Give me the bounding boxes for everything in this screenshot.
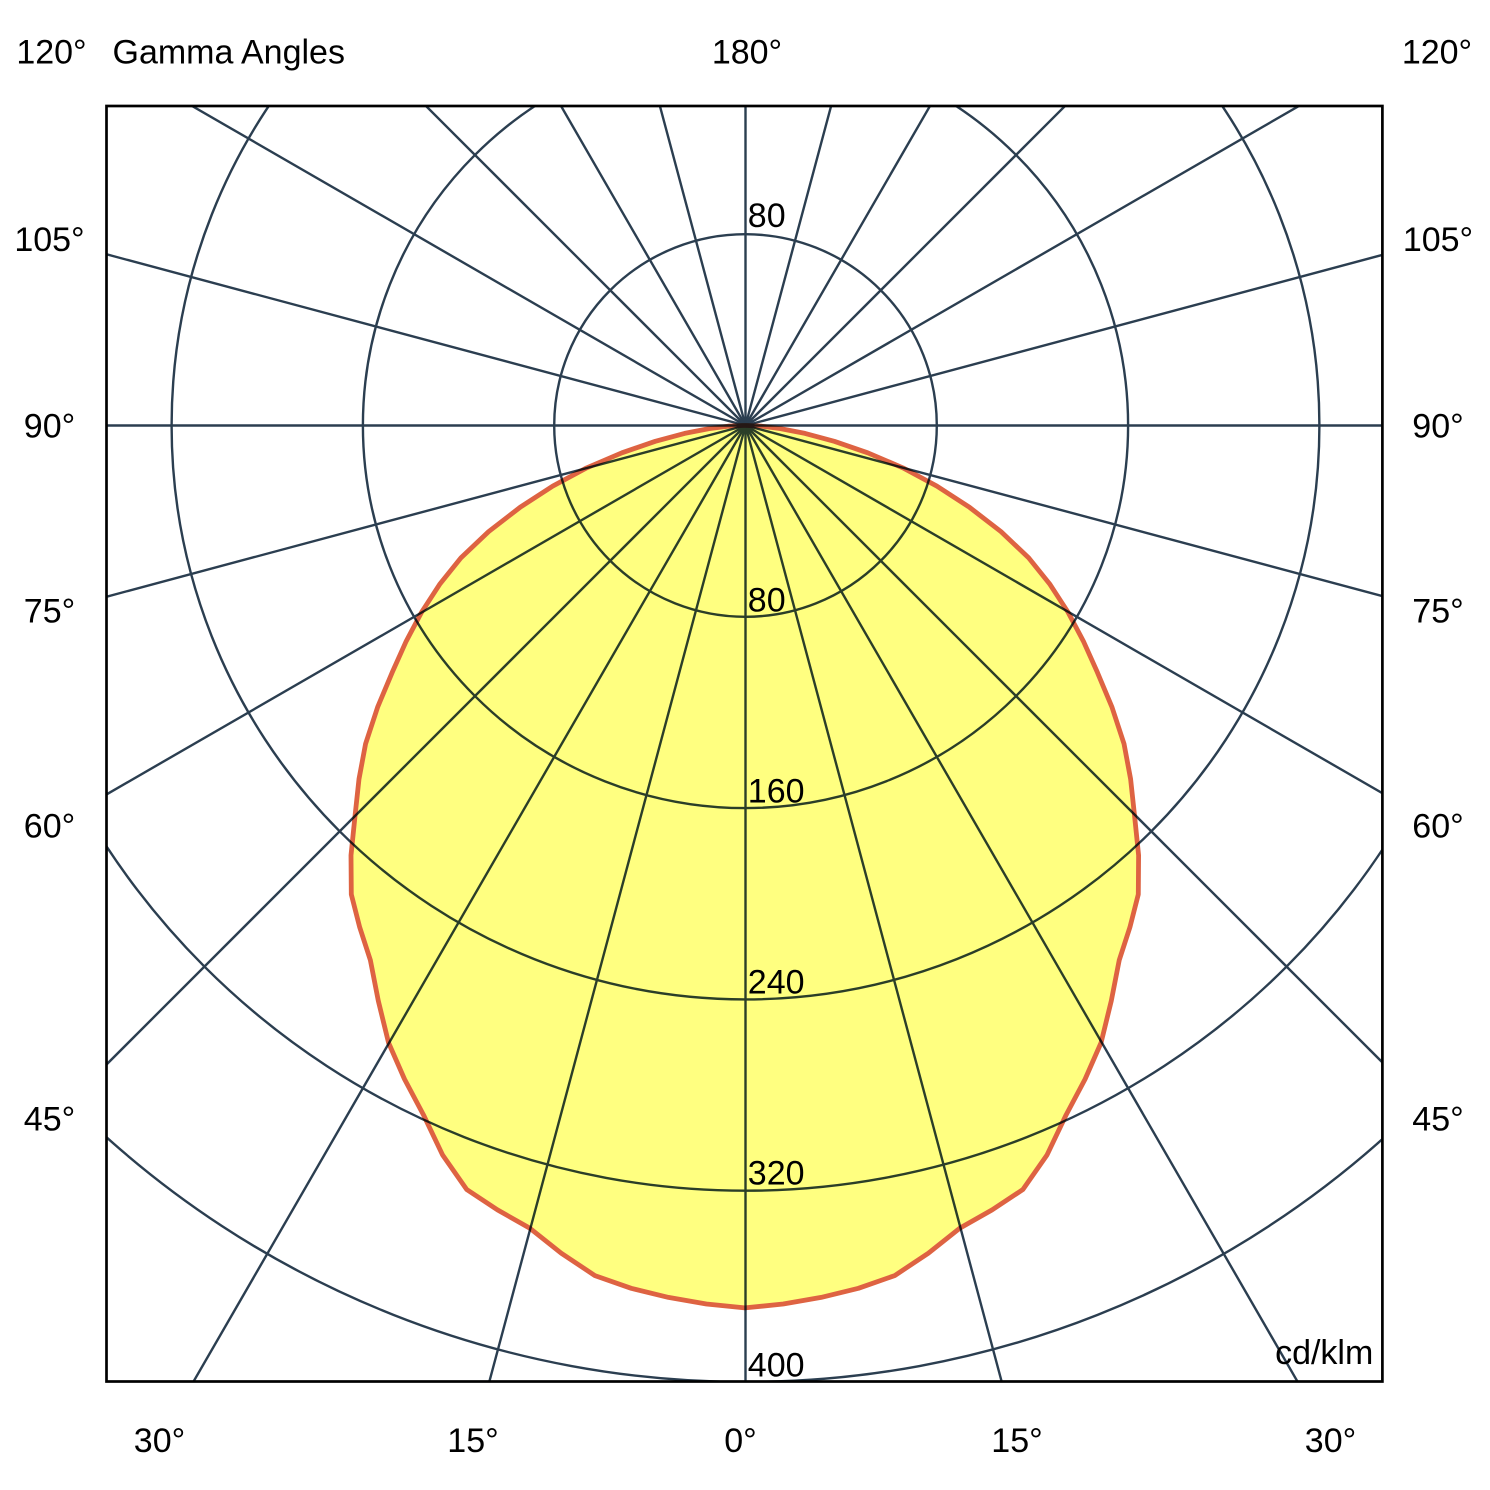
svg-text:240: 240 [748, 964, 805, 1002]
svg-text:120°: 120° [16, 34, 86, 72]
svg-text:45°: 45° [24, 1101, 75, 1139]
svg-text:60°: 60° [1412, 808, 1463, 846]
svg-text:45°: 45° [1412, 1101, 1463, 1139]
svg-text:75°: 75° [1412, 592, 1463, 630]
svg-text:320: 320 [748, 1155, 805, 1193]
svg-text:400: 400 [748, 1346, 805, 1384]
svg-text:90°: 90° [24, 407, 75, 445]
svg-text:160: 160 [748, 772, 805, 810]
svg-text:90°: 90° [1412, 407, 1463, 445]
svg-text:105°: 105° [14, 221, 84, 259]
svg-text:cd/klm: cd/klm [1275, 1334, 1373, 1372]
svg-text:80: 80 [748, 197, 786, 235]
svg-text:30°: 30° [1305, 1422, 1356, 1460]
svg-text:75°: 75° [24, 592, 75, 630]
svg-text:30°: 30° [134, 1422, 185, 1460]
svg-text:120°: 120° [1402, 34, 1472, 72]
svg-text:60°: 60° [24, 808, 75, 846]
svg-text:80: 80 [748, 581, 786, 619]
svg-text:15°: 15° [991, 1422, 1042, 1460]
svg-text:180°: 180° [712, 34, 782, 72]
svg-text:0°: 0° [724, 1422, 757, 1460]
svg-text:105°: 105° [1403, 221, 1473, 259]
svg-text:Gamma Angles: Gamma Angles [113, 34, 345, 72]
svg-text:15°: 15° [447, 1422, 498, 1460]
